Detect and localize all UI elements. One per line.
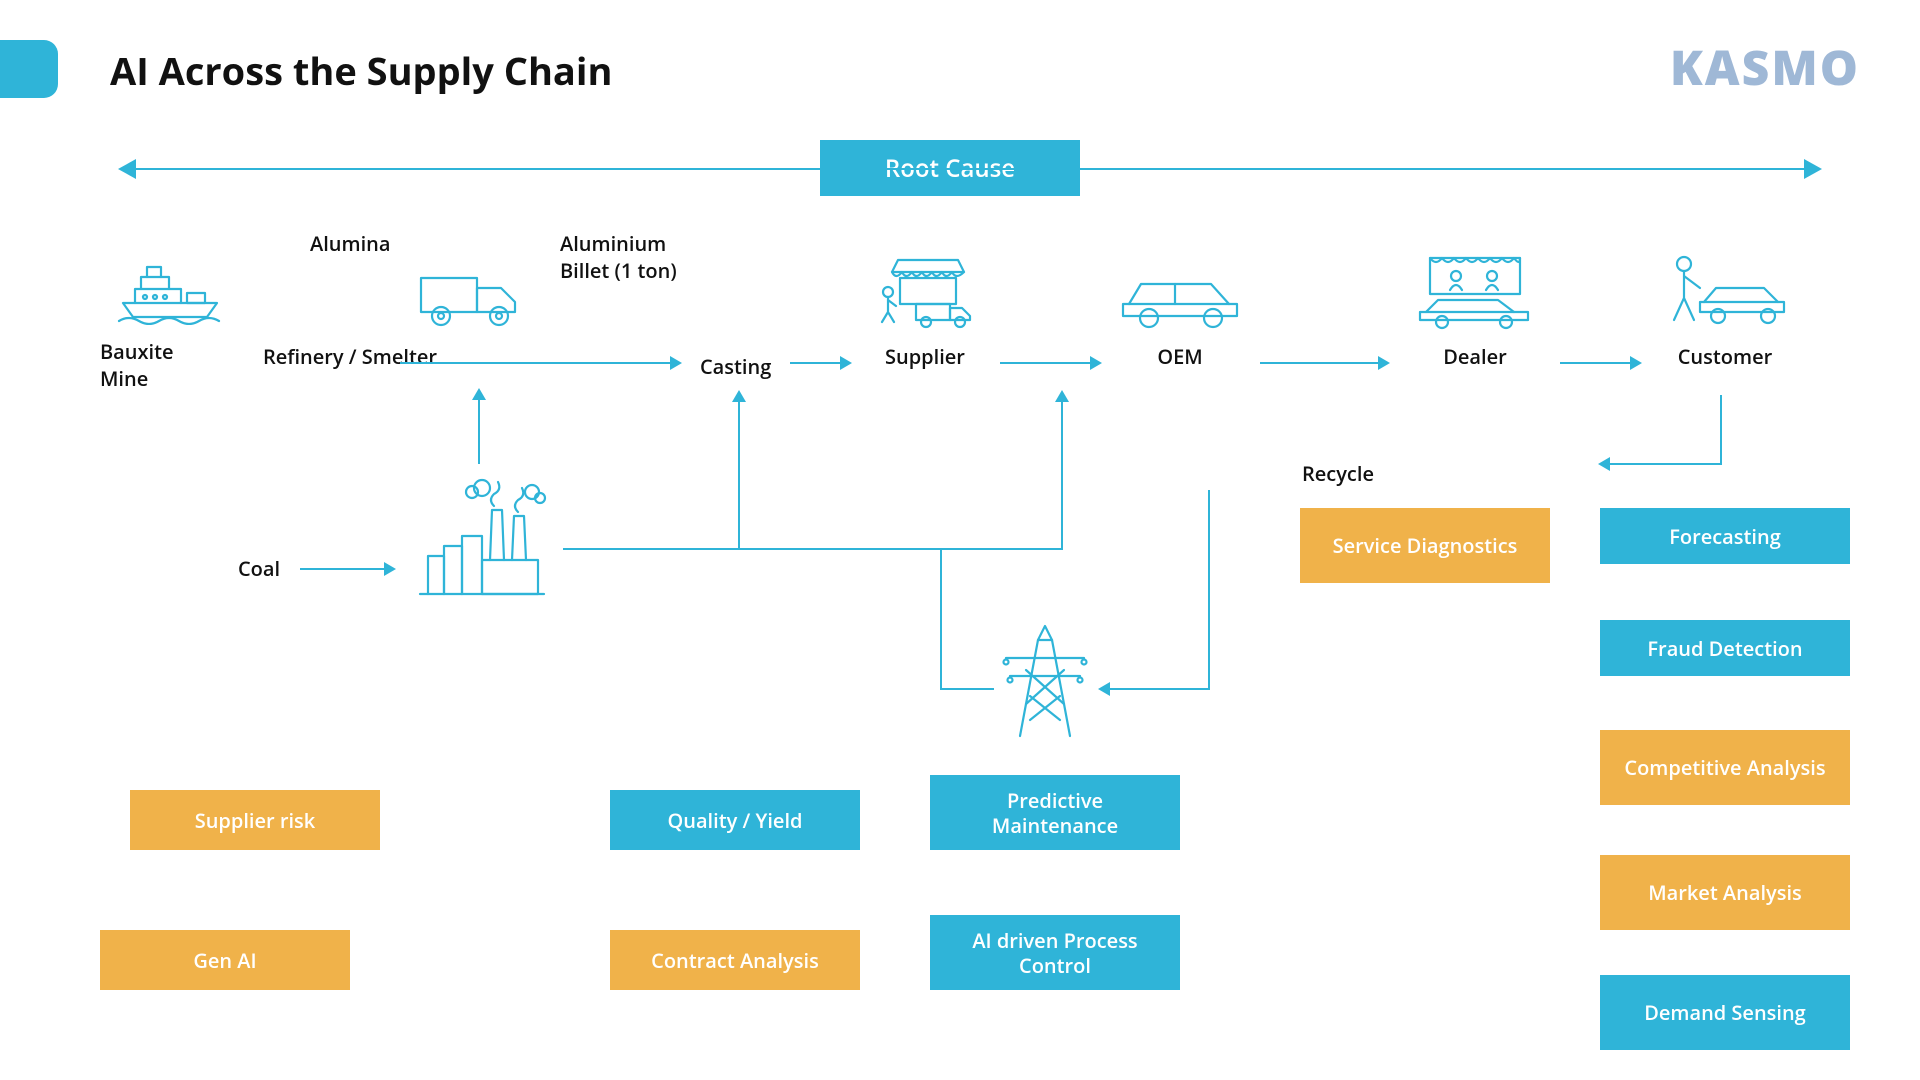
- tower-icon: [1000, 620, 1090, 740]
- truck-icon: [415, 260, 525, 330]
- car-icon: [1115, 260, 1245, 330]
- brand-logo: KASMO: [1670, 35, 1860, 100]
- ship-icon: [115, 255, 225, 325]
- arrow-oem-dealer: [1260, 362, 1388, 364]
- supplier-label: Supplier: [860, 343, 990, 370]
- node-refinery: Alumina Refinery / Smelter: [380, 260, 560, 370]
- bauxite-label: Bauxite Mine: [100, 338, 240, 392]
- tag-forecasting: Forecasting: [1600, 508, 1850, 564]
- tag-market-analysis: Market Analysis: [1600, 855, 1850, 930]
- tag-ai-driven-process-control: AI driven Process Control: [930, 915, 1180, 990]
- arrow-casting-supplier: [790, 362, 850, 364]
- seg-recycle-up: [1208, 490, 1210, 690]
- arrow-refinery-casting: [400, 362, 680, 364]
- arrow-dealer-customer: [1560, 362, 1640, 364]
- page-title: AI Across the Supply Chain: [110, 45, 612, 97]
- dealer-icon: [1410, 250, 1540, 330]
- seg-tower-left: [940, 688, 994, 690]
- billet-label: Aluminium Billet (1 ton): [560, 230, 677, 284]
- alumina-label: Alumina: [310, 230, 390, 257]
- tag-fraud-detection: Fraud Detection: [1600, 620, 1850, 676]
- node-supplier: Supplier: [860, 250, 990, 370]
- node-tower: [1000, 620, 1090, 745]
- tag-supplier-risk: Supplier risk: [130, 790, 380, 850]
- tag-gen-ai: Gen AI: [100, 930, 350, 990]
- dealer-label: Dealer: [1400, 343, 1550, 370]
- node-dealer: Dealer: [1400, 250, 1550, 370]
- arrow-tower-in: [1100, 688, 1210, 690]
- node-oem: OEM: [1110, 260, 1250, 370]
- node-customer: Customer: [1650, 250, 1800, 370]
- bus-plant: [563, 548, 1063, 550]
- node-casting: Casting: [700, 345, 771, 380]
- arrow-customer-back: [1600, 463, 1722, 465]
- seg-customer-down: [1720, 395, 1722, 465]
- coal-label: Coal: [238, 555, 280, 582]
- seg-bus-down: [940, 548, 942, 688]
- arrow-supplier-oem: [1000, 362, 1100, 364]
- oem-label: OEM: [1110, 343, 1250, 370]
- root-cause-axis: [120, 168, 1820, 170]
- tag-predictive-maintenance: Predictive Maintenance: [930, 775, 1180, 850]
- tag-competitive-analysis: Competitive Analysis: [1600, 730, 1850, 805]
- tag-quality-yield: Quality / Yield: [610, 790, 860, 850]
- tag-service-diagnostics: Service Diagnostics: [1300, 508, 1550, 583]
- node-powerplant: [410, 470, 550, 605]
- arrow-coal-plant: [300, 568, 394, 570]
- tag-demand-sensing: Demand Sensing: [1600, 975, 1850, 1050]
- casting-label: Casting: [700, 353, 771, 380]
- store-icon: [870, 250, 980, 330]
- node-bauxite: Bauxite Mine: [100, 255, 240, 392]
- powerplant-icon: [410, 470, 550, 600]
- accent-tab: [0, 40, 58, 98]
- tag-contract-analysis: Contract Analysis: [610, 930, 860, 990]
- customer-icon: [1660, 250, 1790, 330]
- arrow-plant-refinery: [478, 390, 480, 464]
- refinery-label: Refinery / Smelter: [220, 343, 480, 370]
- arrow-bus-casting: [738, 392, 740, 550]
- customer-label: Customer: [1650, 343, 1800, 370]
- arrow-bus-oem: [1061, 392, 1063, 550]
- recycle-label: Recycle: [1302, 460, 1374, 487]
